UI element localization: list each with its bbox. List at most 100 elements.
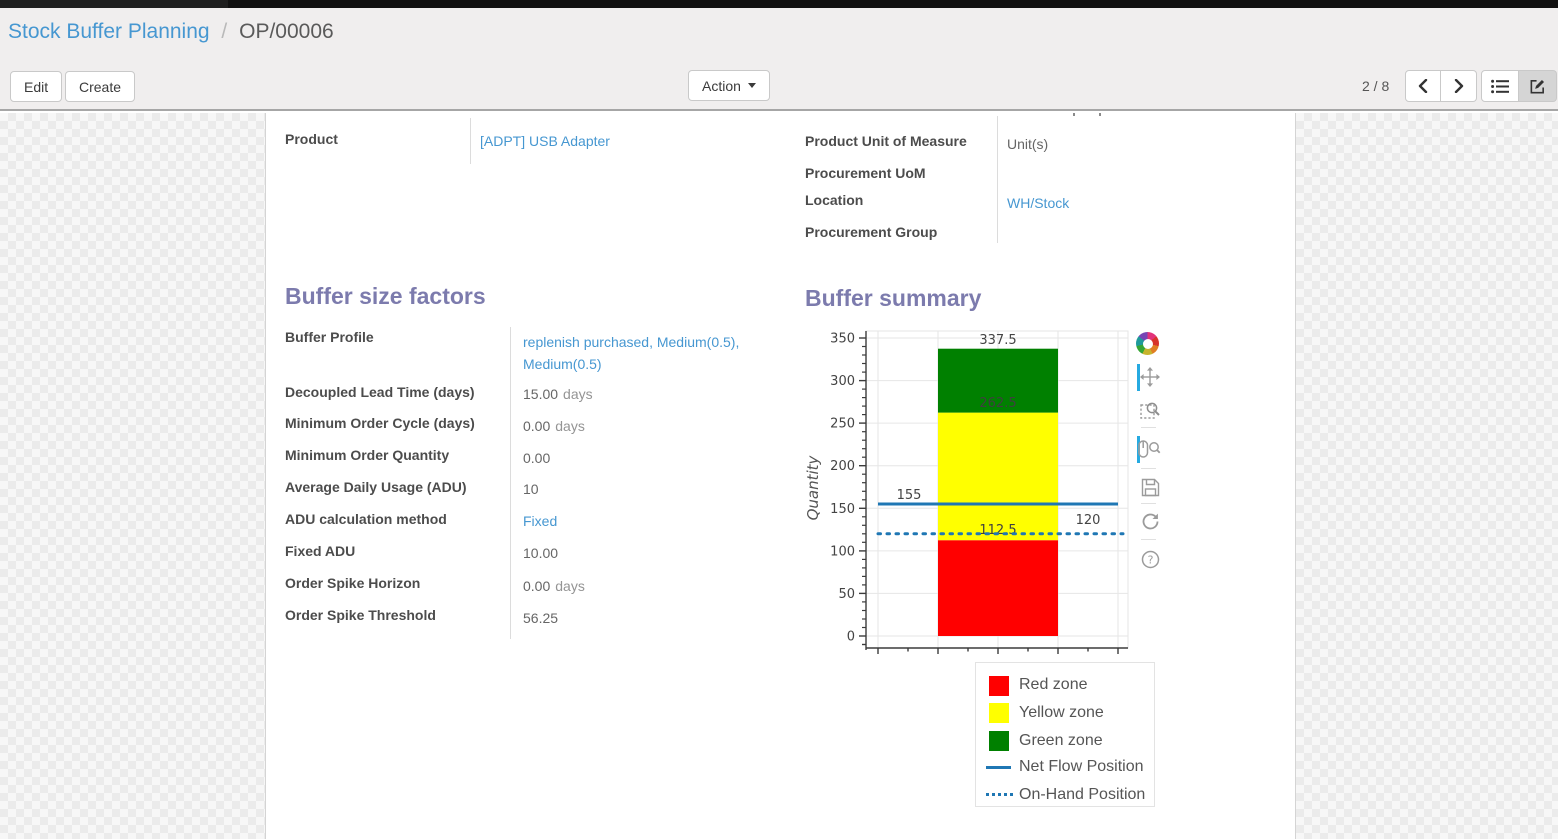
- buffer-summary-chart[interactable]: 337.5 262.5 155 112.5 120: [805, 328, 1137, 656]
- net-flow-label: 155: [897, 488, 922, 503]
- save-tool-button[interactable]: [1138, 475, 1162, 499]
- action-dropdown-button[interactable]: Action: [688, 70, 770, 101]
- toolbar-separator: [1141, 468, 1156, 469]
- field-label-product-uom: Product Unit of Measure: [805, 133, 967, 149]
- green-zone-swatch: [989, 731, 1009, 751]
- legend-label-red-zone: Red zone: [1019, 676, 1088, 693]
- view-switcher: [1481, 70, 1557, 102]
- clipped-text-fragment: [1073, 113, 1075, 116]
- bokeh-logo-icon[interactable]: [1136, 332, 1159, 355]
- svg-text:?: ?: [1147, 553, 1153, 566]
- save-icon: [1141, 478, 1159, 496]
- field-separator: [470, 118, 471, 164]
- y-axis-tick-labels: 0 50 100 150 200 250 300 350: [830, 332, 855, 645]
- create-button[interactable]: Create: [65, 71, 136, 102]
- chevron-left-icon: [1418, 79, 1428, 93]
- net-flow-line-swatch: [986, 766, 1011, 769]
- yellow-top-label: 262.5: [979, 396, 1016, 411]
- field-value-product-uom: Unit(s): [1007, 136, 1049, 152]
- pager-value: 2 / 8: [1362, 78, 1390, 94]
- svg-text:0: 0: [847, 630, 855, 645]
- field-label-min-order-cycle: Minimum Order Cycle (days): [285, 415, 475, 431]
- toolbar-separator: [1141, 427, 1156, 428]
- field-label-procurement-uom: Procurement UoM: [805, 165, 926, 181]
- y-axis-minor-ticks: [862, 345, 866, 629]
- value-number: 0.00: [523, 578, 551, 594]
- active-tool-indicator: [1137, 364, 1140, 391]
- toolbar-separator: [1141, 503, 1156, 504]
- chart-axes: [859, 331, 1128, 654]
- field-label-buffer-profile: Buffer Profile: [285, 329, 374, 345]
- field-separator: [997, 116, 998, 243]
- field-value-adu-method-link[interactable]: Fixed: [523, 513, 558, 529]
- field-label-location: Location: [805, 192, 864, 208]
- value-number: 0.00: [523, 418, 551, 434]
- field-value-adu: 10: [523, 481, 539, 497]
- svg-text:200: 200: [830, 459, 855, 474]
- svg-text:300: 300: [830, 374, 855, 389]
- field-value-min-order-cycle: 0.00 days: [523, 418, 585, 434]
- value-suffix: days: [555, 578, 585, 594]
- value-suffix: days: [555, 418, 585, 434]
- field-value-buffer-profile-link[interactable]: replenish purchased, Medium(0.5), Medium…: [523, 334, 740, 372]
- value-suffix: days: [563, 386, 593, 402]
- field-value-decoupled-lead-time: 15.00 days: [523, 386, 593, 402]
- breadcrumb-current: OP/00006: [239, 20, 334, 43]
- list-view-button[interactable]: [1481, 70, 1519, 102]
- field-label-decoupled-lead-time: Decoupled Lead Time (days): [285, 384, 475, 400]
- svg-text:100: 100: [830, 544, 855, 559]
- legend-label-yellow-zone: Yellow zone: [1019, 704, 1104, 721]
- legend-label-green-zone: Green zone: [1019, 732, 1103, 749]
- browser-top-strip-segment: [0, 0, 228, 8]
- breadcrumb: Stock Buffer Planning / OP/00006: [8, 20, 334, 44]
- y-axis-title: Quantity: [805, 454, 822, 520]
- pager-next-button[interactable]: [1441, 70, 1477, 102]
- legend-label-net-flow: Net Flow Position: [1019, 758, 1144, 775]
- clipped-text-fragment: [1099, 113, 1101, 116]
- action-label: Action: [702, 77, 741, 94]
- legend-label-on-hand: On-Hand Position: [1019, 786, 1146, 803]
- reset-icon: [1142, 513, 1158, 529]
- browser-top-strip: [0, 0, 1558, 8]
- chevron-right-icon: [1454, 79, 1463, 93]
- section-heading-buffer-size-factors: Buffer size factors: [285, 283, 486, 309]
- red-zone-bar: [938, 540, 1058, 636]
- on-hand-line-swatch: [986, 793, 1013, 796]
- yellow-zone-swatch: [989, 703, 1009, 723]
- field-label-order-spike-threshold: Order Spike Threshold: [285, 607, 436, 623]
- yellow-zone-bar: [938, 412, 1058, 541]
- edit-form-icon: [1530, 79, 1545, 93]
- green-top-label: 337.5: [979, 333, 1016, 348]
- field-value-product-link[interactable]: [ADPT] USB Adapter: [480, 133, 610, 149]
- red-top-label: 112.5: [979, 523, 1016, 538]
- form-view-button[interactable]: [1519, 70, 1557, 102]
- box-zoom-tool-button[interactable]: [1138, 398, 1162, 422]
- help-icon: ?: [1141, 550, 1159, 568]
- list-icon: [1491, 79, 1509, 93]
- breadcrumb-parent-link[interactable]: Stock Buffer Planning: [8, 20, 210, 43]
- field-value-order-spike-horizon: 0.00 days: [523, 578, 585, 594]
- pan-tool-button[interactable]: [1138, 365, 1162, 389]
- buffer-zone-bar: [938, 348, 1058, 636]
- field-label-order-spike-horizon: Order Spike Horizon: [285, 575, 421, 591]
- wheel-zoom-tool-button[interactable]: [1137, 437, 1161, 461]
- edit-button[interactable]: Edit: [10, 71, 63, 102]
- pager-previous-button[interactable]: [1405, 70, 1441, 102]
- field-value-location-link[interactable]: WH/Stock: [1007, 195, 1070, 211]
- control-panel: Stock Buffer Planning / OP/00006 Edit Cr…: [0, 8, 1558, 111]
- chevron-down-icon: [747, 83, 756, 88]
- toolbar-separator: [1141, 539, 1156, 540]
- field-separator: [510, 327, 511, 639]
- breadcrumb-separator: /: [221, 20, 228, 43]
- reset-tool-button[interactable]: [1138, 509, 1162, 533]
- pager-buttons: [1405, 70, 1477, 102]
- help-tool-button[interactable]: ?: [1138, 547, 1162, 571]
- field-label-adu-method: ADU calculation method: [285, 511, 447, 527]
- on-hand-label: 120: [1076, 513, 1101, 528]
- field-value-min-order-quantity: 0.00: [523, 450, 551, 466]
- svg-text:250: 250: [830, 417, 855, 432]
- svg-text:150: 150: [830, 502, 855, 517]
- svg-text:50: 50: [838, 587, 855, 602]
- field-label-min-order-quantity: Minimum Order Quantity: [285, 447, 450, 463]
